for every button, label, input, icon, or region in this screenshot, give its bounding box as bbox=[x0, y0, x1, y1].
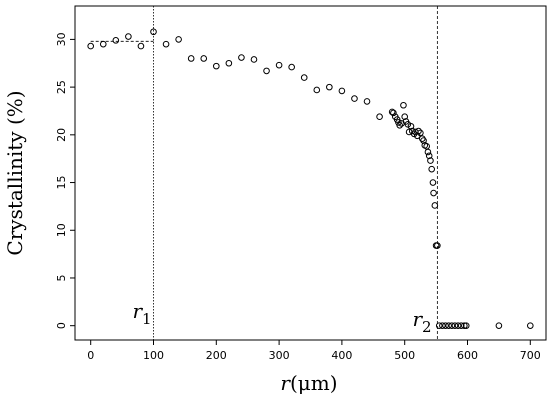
data-point bbox=[338, 87, 346, 95]
data-point bbox=[376, 113, 383, 120]
data-point bbox=[396, 121, 403, 129]
y-tick-label: 30 bbox=[55, 32, 68, 46]
x-tick-label: 500 bbox=[394, 349, 415, 362]
data-point bbox=[445, 322, 452, 329]
data-point bbox=[99, 40, 107, 48]
data-point bbox=[150, 28, 157, 36]
data-point bbox=[435, 322, 443, 329]
data-point bbox=[417, 129, 424, 137]
data-point bbox=[454, 322, 462, 329]
x-tick-label: 200 bbox=[206, 349, 227, 362]
data-point bbox=[125, 33, 132, 40]
data-point bbox=[431, 202, 439, 209]
data-point bbox=[390, 109, 397, 117]
data-point bbox=[213, 62, 220, 70]
x-tick-label: 0 bbox=[87, 349, 94, 362]
data-points bbox=[87, 28, 534, 329]
x-tick-label: 700 bbox=[520, 349, 541, 362]
data-point bbox=[300, 74, 308, 81]
data-point bbox=[400, 101, 407, 109]
data-point bbox=[423, 142, 430, 150]
y-tick-label: 25 bbox=[55, 80, 68, 94]
data-point bbox=[175, 36, 182, 43]
y-tick-label: 20 bbox=[55, 128, 68, 142]
y-tick-label: 5 bbox=[55, 274, 68, 281]
x-tick-label: 100 bbox=[143, 349, 164, 362]
data-point bbox=[434, 242, 441, 249]
data-point bbox=[427, 157, 434, 164]
data-point bbox=[461, 322, 468, 329]
plot-frame bbox=[74, 5, 547, 341]
data-point bbox=[363, 98, 371, 105]
data-point bbox=[424, 148, 432, 156]
data-point bbox=[288, 63, 295, 71]
x-tick-label: 400 bbox=[331, 349, 352, 362]
data-point bbox=[313, 86, 321, 94]
data-point bbox=[442, 322, 449, 329]
data-point bbox=[439, 322, 446, 329]
data-point bbox=[388, 108, 396, 116]
data-point bbox=[137, 42, 145, 50]
data-point bbox=[238, 54, 245, 61]
data-point bbox=[263, 67, 270, 75]
data-point bbox=[451, 322, 459, 329]
data-point bbox=[415, 127, 422, 135]
data-point bbox=[527, 322, 534, 329]
data-point bbox=[495, 322, 503, 329]
data-point bbox=[420, 137, 427, 144]
data-point bbox=[200, 55, 208, 62]
y-axis-label: Crystallinity (%) bbox=[3, 90, 27, 255]
data-point bbox=[187, 55, 195, 62]
data-point bbox=[462, 322, 470, 329]
x-tick-label: 600 bbox=[457, 349, 478, 362]
vline-label-1: r1 bbox=[132, 299, 151, 328]
reference-lines bbox=[90, 6, 438, 340]
data-point bbox=[225, 59, 233, 67]
data-point bbox=[162, 40, 170, 48]
y-tick-label: 10 bbox=[55, 223, 68, 237]
data-point bbox=[425, 152, 433, 160]
vline-label-2: r2 bbox=[412, 307, 431, 336]
data-point bbox=[457, 322, 465, 329]
data-point bbox=[250, 56, 258, 63]
y-tick-label: 15 bbox=[55, 176, 68, 190]
y-tick-label: 0 bbox=[55, 322, 68, 329]
data-point bbox=[429, 179, 437, 186]
data-point bbox=[326, 83, 333, 91]
y-axis: 0 5 10 15 20 25 30 bbox=[55, 32, 75, 329]
data-point bbox=[430, 189, 437, 197]
data-point bbox=[112, 37, 120, 44]
x-tick-label: 300 bbox=[269, 349, 290, 362]
data-point bbox=[407, 122, 415, 130]
data-point bbox=[275, 61, 283, 69]
data-point bbox=[401, 113, 409, 120]
data-point bbox=[87, 42, 94, 50]
x-axis: 0 100 200 300 400 500 600 700 bbox=[87, 340, 541, 362]
data-point bbox=[351, 95, 358, 102]
vline-labels: r1 r2 bbox=[132, 299, 431, 336]
x-axis-label: r(μm) bbox=[280, 371, 337, 395]
data-point bbox=[428, 165, 436, 173]
data-point bbox=[448, 322, 456, 329]
